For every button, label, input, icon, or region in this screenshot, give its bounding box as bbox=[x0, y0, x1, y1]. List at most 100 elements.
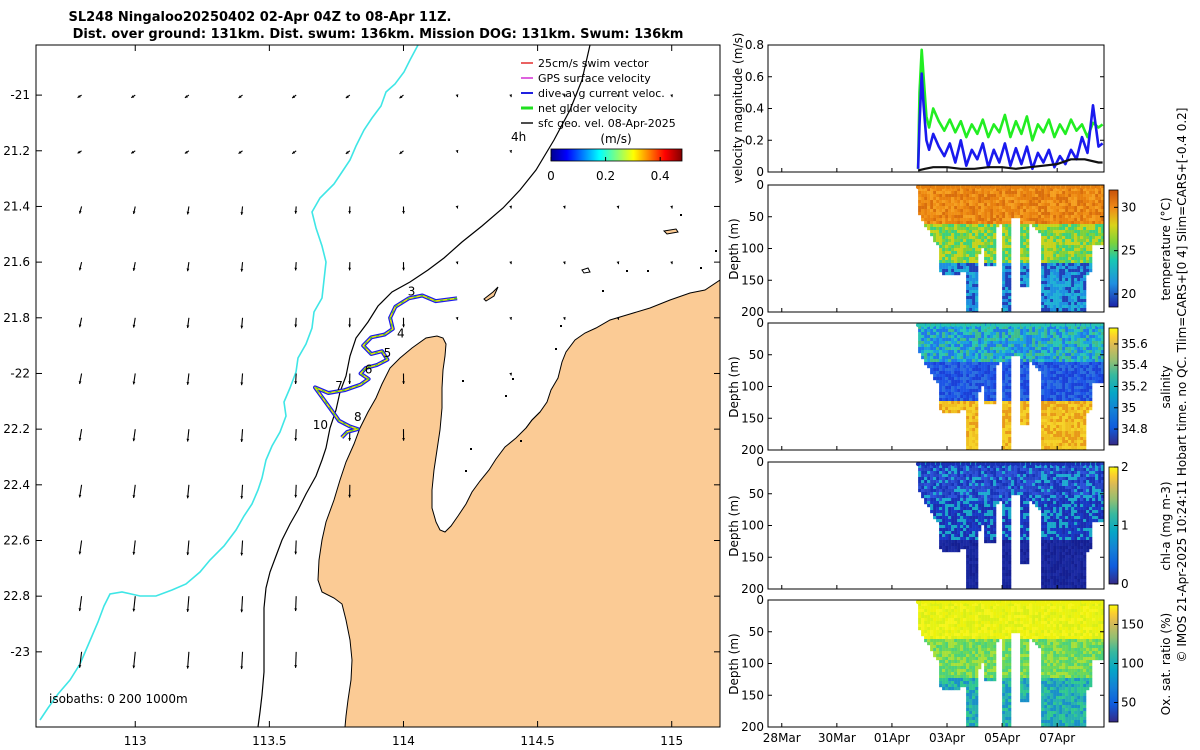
section-cell bbox=[1077, 440, 1081, 444]
section-cell bbox=[990, 212, 994, 216]
section-colorbar-tick-label: 35.2 bbox=[1121, 380, 1148, 394]
section-cell bbox=[1086, 359, 1090, 363]
section-cell bbox=[966, 495, 970, 499]
section-cell bbox=[972, 254, 976, 258]
section-cell bbox=[981, 245, 985, 249]
section-cell bbox=[1032, 341, 1036, 345]
section-cell bbox=[921, 206, 925, 210]
section-cell bbox=[930, 504, 934, 508]
section-cell bbox=[978, 365, 982, 369]
section-cell bbox=[924, 471, 928, 475]
section-cell bbox=[1008, 203, 1012, 207]
section-cell bbox=[939, 368, 943, 372]
section-cell bbox=[993, 525, 997, 529]
section-cell bbox=[1068, 260, 1072, 264]
section-cell bbox=[1002, 191, 1006, 195]
section-cell bbox=[987, 377, 991, 381]
section-cell bbox=[1095, 215, 1099, 219]
section-cell bbox=[1077, 218, 1081, 222]
section-cell bbox=[990, 218, 994, 222]
section-cell bbox=[1083, 302, 1087, 306]
velocity-arrowhead bbox=[348, 324, 352, 328]
section-cell bbox=[1005, 534, 1009, 538]
section-cell bbox=[951, 531, 955, 535]
section-cell bbox=[1077, 212, 1081, 216]
section-cell bbox=[966, 570, 970, 574]
section-cell bbox=[981, 486, 985, 490]
section-cell bbox=[957, 395, 961, 399]
section-cell bbox=[1047, 296, 1051, 300]
section-cell bbox=[972, 407, 976, 411]
section-cell bbox=[969, 465, 973, 469]
section-cell bbox=[1002, 239, 1006, 243]
section-cell bbox=[1008, 353, 1012, 357]
section-cell bbox=[951, 260, 955, 264]
section-cell bbox=[1062, 197, 1066, 201]
section-cell bbox=[972, 191, 976, 195]
section-cell bbox=[951, 365, 955, 369]
section-cell bbox=[1041, 413, 1045, 417]
section-cell bbox=[1041, 446, 1045, 450]
section-cell bbox=[963, 407, 967, 411]
section-cell bbox=[975, 263, 979, 267]
section-cell bbox=[1080, 260, 1084, 264]
section-cell bbox=[969, 471, 973, 475]
section-cell bbox=[1023, 245, 1027, 249]
section-cell bbox=[1086, 365, 1090, 369]
section-cell bbox=[1008, 543, 1012, 547]
section-cell bbox=[1041, 404, 1045, 408]
section-cell bbox=[1041, 245, 1045, 249]
section-cell bbox=[930, 227, 934, 231]
section-cell bbox=[942, 386, 946, 390]
section-cell bbox=[975, 269, 979, 273]
section-cell bbox=[942, 215, 946, 219]
section-cell bbox=[1008, 251, 1012, 255]
section-cell bbox=[1095, 362, 1099, 366]
section-cell bbox=[990, 401, 994, 405]
section-cell bbox=[969, 212, 973, 216]
section-cell bbox=[1002, 335, 1006, 339]
section-cell bbox=[1023, 242, 1027, 246]
section-cell bbox=[1002, 437, 1006, 441]
section-cell bbox=[1059, 308, 1063, 312]
section-cell bbox=[1053, 311, 1057, 312]
section-cell bbox=[1083, 197, 1087, 201]
section-cell bbox=[993, 224, 997, 228]
section-cell bbox=[1023, 365, 1027, 369]
velocity-arrowhead bbox=[78, 324, 82, 328]
section-cell bbox=[939, 350, 943, 354]
section-cell bbox=[960, 380, 964, 384]
section-cell bbox=[945, 263, 949, 267]
section-cell bbox=[927, 218, 931, 222]
section-cell bbox=[1047, 215, 1051, 219]
section-cell bbox=[993, 350, 997, 354]
section-cell bbox=[945, 510, 949, 514]
section-cell bbox=[1047, 389, 1051, 393]
section-cell bbox=[966, 359, 970, 363]
section-cell bbox=[1056, 263, 1060, 267]
section-cell bbox=[927, 486, 931, 490]
section-cell bbox=[1041, 371, 1045, 375]
section-cell bbox=[942, 191, 946, 195]
section-cell bbox=[936, 380, 940, 384]
section-cell bbox=[1038, 209, 1042, 213]
section-cell bbox=[948, 245, 952, 249]
section-cell bbox=[960, 206, 964, 210]
section-cell bbox=[942, 483, 946, 487]
section-cell bbox=[963, 257, 967, 261]
section-cell bbox=[1044, 275, 1048, 279]
section-cell bbox=[1023, 371, 1027, 375]
section-cell bbox=[1053, 302, 1057, 306]
section-cell bbox=[945, 269, 949, 273]
section-cell bbox=[1068, 242, 1072, 246]
section-cell bbox=[957, 212, 961, 216]
section-cell bbox=[963, 380, 967, 384]
surface-sample bbox=[1060, 185, 1066, 190]
section-cell bbox=[1062, 215, 1066, 219]
section-cell bbox=[984, 200, 988, 204]
section-cell bbox=[1005, 239, 1009, 243]
section-cell bbox=[1020, 239, 1024, 243]
section-cell bbox=[984, 326, 988, 330]
section-cell bbox=[951, 248, 955, 252]
section-cell bbox=[1068, 332, 1072, 336]
